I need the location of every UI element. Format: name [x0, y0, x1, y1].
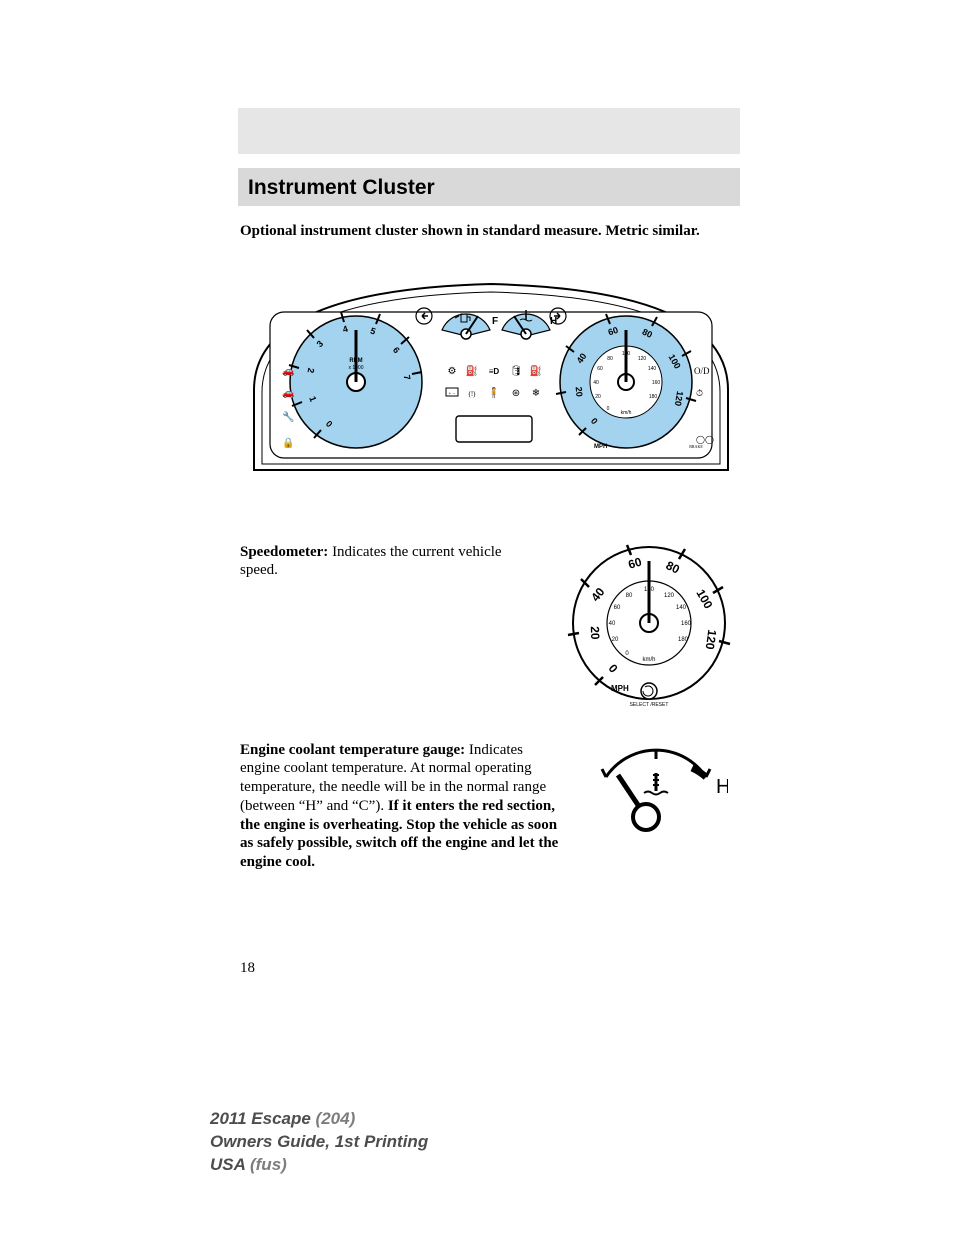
svg-text:80: 80 [626, 593, 633, 599]
svg-text:140: 140 [676, 605, 687, 611]
svg-text:⛽: ⛽ [466, 364, 478, 377]
footer-line-3: USA (fus) [210, 1154, 428, 1177]
svg-text:km/h: km/h [621, 410, 632, 416]
svg-text:🔒: 🔒 [282, 437, 294, 449]
svg-text:⚙: ⚙ [448, 366, 457, 377]
svg-text:180: 180 [649, 394, 658, 400]
svg-text:(!): (!) [469, 390, 477, 398]
svg-text:80: 80 [607, 356, 613, 362]
svg-text:40: 40 [609, 621, 616, 627]
speedometer-text: Speedometer: Indicates the current vehic… [240, 543, 533, 581]
svg-text:🔧: 🔧 [282, 410, 294, 423]
section-header-band: Instrument Cluster [238, 168, 740, 206]
temp-text: Engine coolant temperature gauge: Indica… [240, 741, 564, 872]
svg-text:F: F [492, 316, 498, 327]
temp-label: Engine coolant temperature gauge: [240, 742, 465, 758]
svg-text:RPM: RPM [349, 358, 362, 364]
svg-text:60: 60 [614, 605, 621, 611]
svg-text:MPH: MPH [594, 444, 607, 450]
svg-text:≡D: ≡D [489, 367, 500, 376]
svg-text:140: 140 [648, 366, 657, 372]
section-title: Instrument Cluster [248, 176, 730, 200]
svg-text:160: 160 [652, 380, 661, 386]
svg-text:x 1000: x 1000 [348, 365, 363, 371]
page-number: 18 [240, 960, 255, 977]
svg-text:❄: ❄ [532, 388, 540, 399]
svg-text:160: 160 [681, 621, 692, 627]
temp-high-label: H [716, 776, 728, 798]
svg-text:O/D: O/D [694, 366, 710, 376]
svg-text:20: 20 [612, 637, 619, 643]
speedometer-description-row: Speedometer: Indicates the current vehic… [240, 543, 742, 713]
svg-text:🚗: 🚗 [282, 388, 294, 399]
svg-text:H: H [550, 316, 557, 327]
svg-text:0: 0 [607, 406, 610, 412]
inner-unit-label: km/h [642, 657, 655, 663]
speedometer-label: Speedometer: [240, 544, 328, 560]
odometer-display [456, 416, 532, 442]
footer-block: 2011 Escape (204) Owners Guide, 1st Prin… [210, 1108, 428, 1177]
svg-text:BRAKE: BRAKE [689, 444, 703, 449]
svg-text:SELECT /RESET: SELECT /RESET [630, 702, 669, 708]
svg-text:◯◯: ◯◯ [696, 435, 714, 444]
speedometer-detail-figure: 0 20 40 60 80 100 120 02040 6080100 1201… [557, 543, 742, 713]
temp-description-row: Engine coolant temperature gauge: Indica… [240, 741, 742, 872]
instrument-cluster-diagram: 0 1 2 3 4 5 6 7 RPM x 1000 0 20 40 [246, 270, 736, 485]
svg-text:180: 180 [678, 637, 689, 643]
footer-line-1: 2011 Escape (204) [210, 1108, 428, 1131]
svg-text:🚗: 🚗 [282, 366, 294, 377]
page-content: Instrument Cluster Optional instrument c… [240, 168, 742, 872]
svg-text:120: 120 [664, 593, 675, 599]
svg-text:🛢: 🛢 [510, 365, 523, 377]
svg-text:⊛: ⊛ [512, 388, 520, 399]
thermometer-icon [644, 773, 668, 795]
svg-text:20: 20 [574, 386, 585, 397]
outer-unit-label: MPH [611, 684, 629, 693]
svg-text:20: 20 [588, 625, 602, 639]
svg-text:100: 100 [644, 587, 655, 593]
svg-text:120: 120 [703, 628, 720, 650]
svg-text:100: 100 [622, 351, 631, 357]
intro-paragraph: Optional instrument cluster shown in sta… [240, 222, 742, 242]
temp-detail-figure: H [588, 741, 742, 842]
svg-text:🧍: 🧍 [488, 386, 500, 399]
svg-text:60: 60 [597, 366, 603, 372]
svg-text:20: 20 [595, 394, 601, 400]
svg-text:⛽: ⛽ [530, 364, 542, 377]
svg-text:120: 120 [638, 356, 647, 362]
svg-text:40: 40 [593, 380, 599, 386]
footer-line-2: Owners Guide, 1st Printing [210, 1131, 428, 1154]
svg-text:+ −: + − [449, 392, 456, 397]
svg-text:⏱: ⏱ [696, 388, 703, 398]
